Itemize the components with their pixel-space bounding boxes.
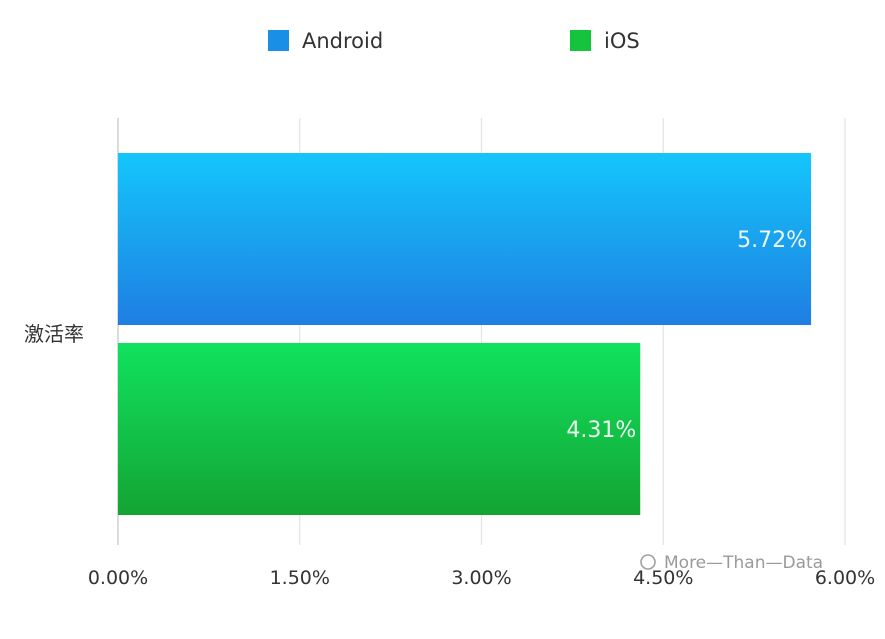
legend: Android iOS <box>268 29 640 53</box>
watermark-text: More—Than—Data <box>664 553 823 573</box>
data-label-ios: 4.31% <box>566 418 636 443</box>
wechat-icon <box>640 554 656 570</box>
legend-item-ios: iOS <box>570 29 640 53</box>
bars <box>118 153 812 515</box>
data-label-android: 5.72% <box>737 228 807 253</box>
watermark: More—Than—Data <box>640 553 823 573</box>
bar-ios <box>118 343 641 515</box>
legend-swatch-android <box>268 30 289 51</box>
bar-android <box>118 153 812 325</box>
x-tick-label-3: 4.50% <box>633 567 693 589</box>
category-label-0: 激活率 <box>24 322 84 346</box>
x-tick-label-1: 1.50% <box>270 567 330 589</box>
x-tick-labels: 0.00% 1.50% 3.00% 4.50% 6.00% <box>88 567 875 589</box>
legend-swatch-ios <box>570 30 591 51</box>
x-tick-label-0: 0.00% <box>88 567 148 589</box>
legend-label-android: Android <box>302 29 383 53</box>
data-labels: 5.72% 4.31% <box>566 228 807 443</box>
legend-label-ios: iOS <box>604 29 640 53</box>
legend-item-android: Android <box>268 29 383 53</box>
y-category-labels: 激活率 <box>24 322 84 346</box>
x-tick-label-4: 6.00% <box>815 567 875 589</box>
x-tick-label-2: 3.00% <box>451 567 511 589</box>
